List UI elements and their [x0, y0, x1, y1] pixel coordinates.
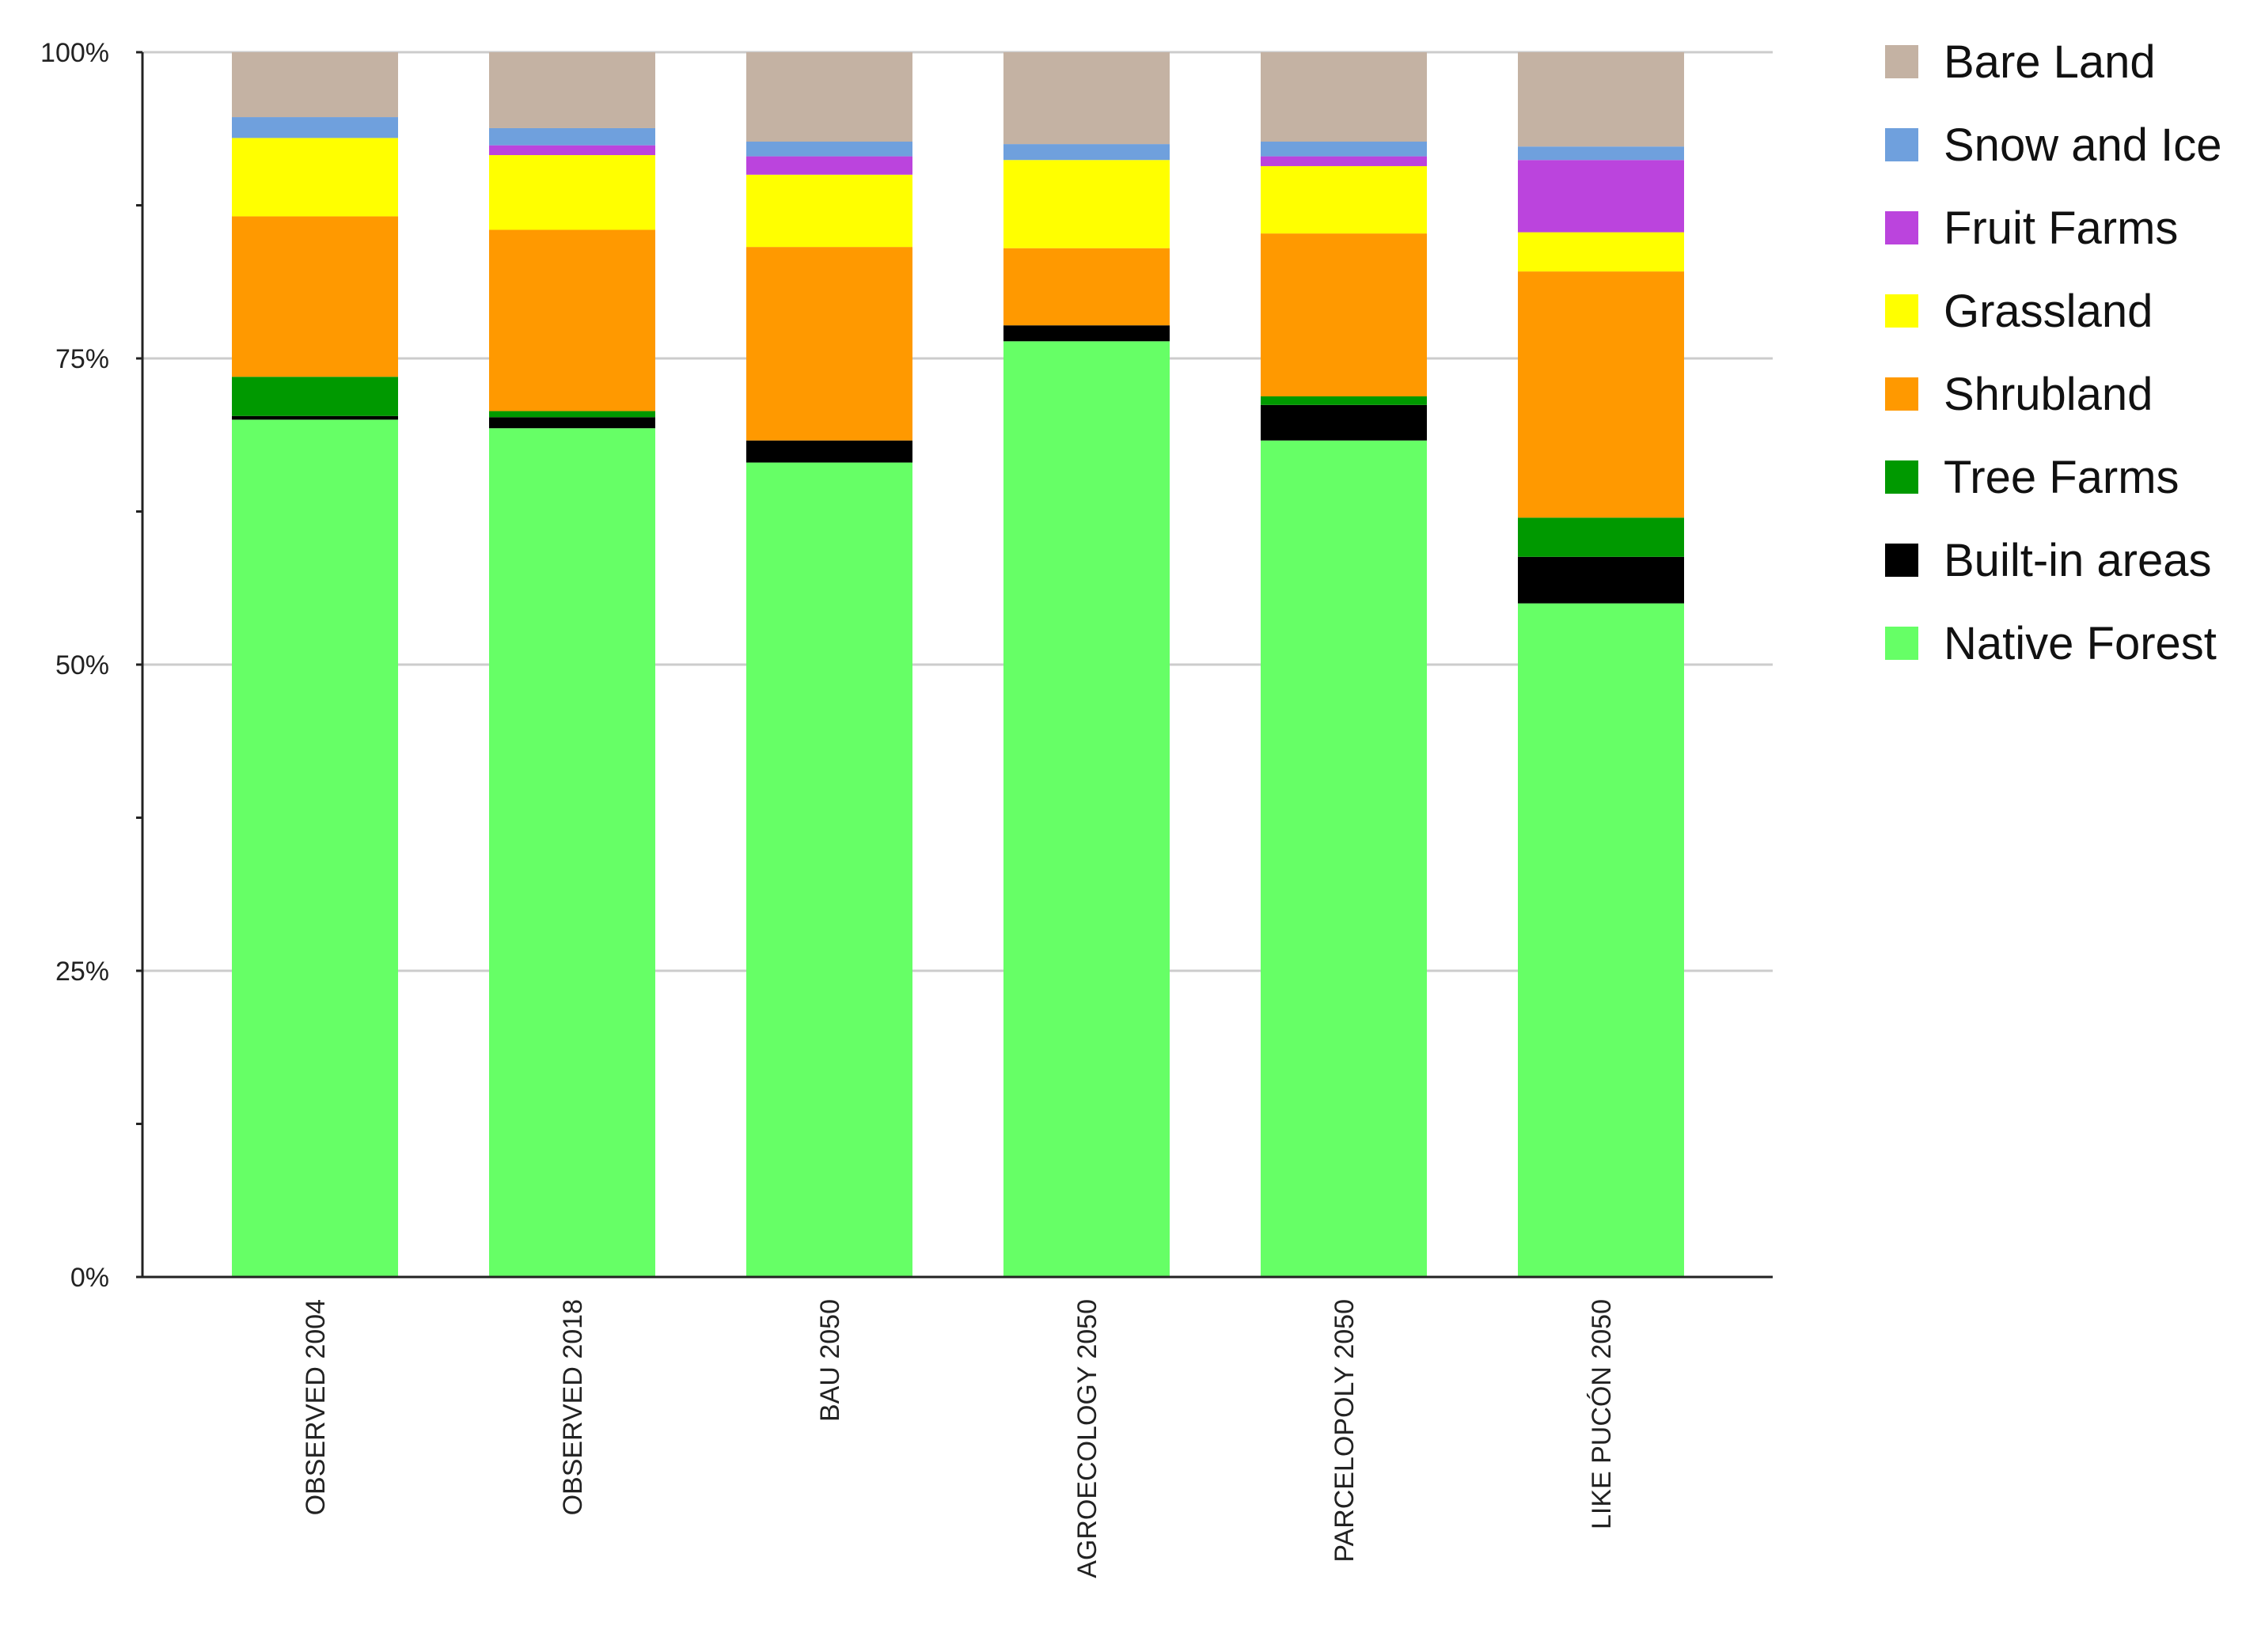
legend-swatch: [1885, 128, 1918, 161]
bar-segment-snow-and-ice: [1003, 144, 1170, 161]
bar-segment-snow-and-ice: [1261, 142, 1427, 157]
bar-segment-tree-farms: [232, 377, 398, 416]
bar-segment-tree-farms: [1261, 396, 1427, 405]
x-category-label: BAU 2050: [815, 1299, 845, 1422]
bar-segment-snow-and-ice: [1518, 146, 1684, 161]
legend-item: Tree Farms: [1885, 452, 2179, 503]
y-tick-label: 75%: [55, 344, 109, 374]
x-category-label: OBSERVED 2004: [301, 1299, 331, 1515]
bars: [232, 52, 1684, 1277]
bar-segment-fruit-farms: [1518, 160, 1684, 233]
y-tick-label: 0%: [70, 1263, 109, 1293]
bar-segment-tree-farms: [489, 411, 655, 418]
legend-label: Fruit Farms: [1944, 203, 2178, 254]
bar-segment-built-in-areas: [746, 440, 912, 463]
bar-segment-grassland: [232, 138, 398, 217]
legend-label: Tree Farms: [1944, 452, 2179, 503]
legend-swatch: [1885, 460, 1918, 494]
bar-segment-native-forest: [489, 428, 655, 1277]
bar-segment-shrubland: [1003, 248, 1170, 326]
bar-stack: [1261, 52, 1427, 1277]
legend-item: Native Forest: [1885, 618, 2217, 669]
bar-segment-bare-land: [489, 52, 655, 128]
bar-stack: [232, 52, 398, 1277]
bar-segment-grassland: [1518, 232, 1684, 272]
legend-item: Snow and Ice: [1885, 119, 2221, 171]
x-category-label: AGROECOLOGY 2050: [1072, 1299, 1102, 1578]
bar-segment-grassland: [746, 174, 912, 248]
legend-label: Grassland: [1944, 286, 2153, 337]
bar-segment-shrubland: [1261, 233, 1427, 396]
y-tick-label: 50%: [55, 650, 109, 680]
legend: Bare Land Snow and Ice Fruit Farms Grasslan…: [1885, 36, 2221, 669]
legend-item: Grassland: [1885, 286, 2153, 337]
y-tick-label: 25%: [55, 957, 109, 987]
bar-segment-bare-land: [746, 52, 912, 142]
bar-segment-snow-and-ice: [232, 117, 398, 138]
bar-segment-grassland: [1261, 165, 1427, 234]
bar-segment-built-in-areas: [1261, 404, 1427, 441]
legend-label: Shrubland: [1944, 369, 2153, 420]
legend-swatch: [1885, 627, 1918, 660]
legend-label: Snow and Ice: [1944, 119, 2221, 171]
bar-segment-bare-land: [232, 52, 398, 118]
bar-segment-built-in-areas: [1003, 325, 1170, 342]
bar-segment-grassland: [489, 155, 655, 230]
legend-label: Built-in areas: [1944, 535, 2211, 586]
bar-segment-native-forest: [232, 419, 398, 1277]
y-tick-label: 100%: [40, 38, 109, 68]
legend-swatch: [1885, 544, 1918, 577]
bar-stack: [1518, 52, 1684, 1277]
bar-segment-grassland: [1003, 160, 1170, 248]
x-category-label: OBSERVED 2018: [558, 1299, 588, 1515]
bar-segment-snow-and-ice: [489, 127, 655, 146]
bar-segment-snow-and-ice: [746, 142, 912, 157]
bar-segment-shrubland: [232, 216, 398, 377]
bar-segment-shrubland: [746, 247, 912, 441]
legend-item: Fruit Farms: [1885, 203, 2178, 254]
bar-segment-native-forest: [746, 462, 912, 1277]
bar-stack: [746, 52, 912, 1277]
bar-segment-native-forest: [1003, 341, 1170, 1277]
legend-label: Native Forest: [1944, 618, 2217, 669]
bar-segment-bare-land: [1518, 52, 1684, 147]
bar-segment-bare-land: [1003, 52, 1170, 145]
x-category-label: PARCELOPOLY 2050: [1330, 1299, 1360, 1563]
legend-item: Bare Land: [1885, 36, 2156, 88]
bar-segment-tree-farms: [1518, 517, 1684, 557]
bar-segment-shrubland: [489, 229, 655, 411]
legend-swatch: [1885, 294, 1918, 328]
bar-stack: [489, 52, 655, 1277]
gridlines: [142, 51, 1773, 972]
legend-item: Built-in areas: [1885, 535, 2211, 586]
legend-swatch: [1885, 377, 1918, 411]
bar-segment-built-in-areas: [1518, 556, 1684, 604]
x-category-label: LIKE PUCÓN 2050: [1587, 1299, 1617, 1529]
legend-label: Bare Land: [1944, 36, 2156, 88]
bar-segment-built-in-areas: [489, 417, 655, 429]
bar-segment-fruit-farms: [1261, 156, 1427, 166]
bar-segment-built-in-areas: [232, 415, 398, 420]
legend-swatch: [1885, 211, 1918, 244]
bar-segment-native-forest: [1518, 603, 1684, 1277]
bar-segment-bare-land: [1261, 52, 1427, 142]
bar-segment-shrubland: [1518, 271, 1684, 518]
bar-stack: [1003, 52, 1170, 1277]
bar-segment-fruit-farms: [489, 145, 655, 156]
bar-segment-native-forest: [1261, 440, 1427, 1277]
bar-segment-fruit-farms: [746, 156, 912, 175]
legend-swatch: [1885, 45, 1918, 78]
axes: 0% 25% 50% 75% 100% OBSERVED 2004 OBSERVED 201…: [40, 38, 1773, 1578]
legend-item: Shrubland: [1885, 369, 2153, 420]
